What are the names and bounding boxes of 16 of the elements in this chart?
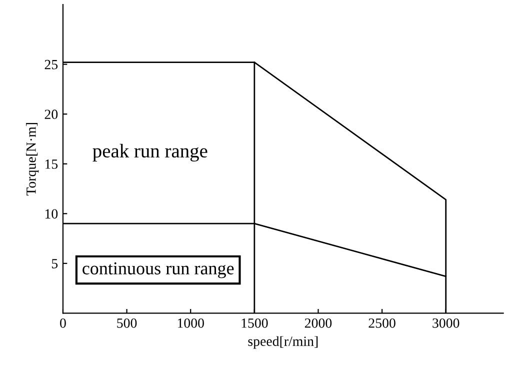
y-tick-label: 20 <box>44 110 58 120</box>
x-tick-label: 0 <box>60 318 66 328</box>
y-axis-title: Torque[N·m] <box>26 122 39 196</box>
annotation: peak run range <box>92 144 208 162</box>
y-tick-label: 15 <box>45 160 58 169</box>
x-tick-label: 1000 <box>178 318 204 328</box>
x-axis-title: speed[r/min] <box>248 336 318 349</box>
y-tick-label: 5 <box>52 259 58 268</box>
x-tick-label: 1500 <box>242 318 268 328</box>
x-tick-label: 2500 <box>368 318 396 328</box>
x-tick-label: 3000 <box>432 318 460 328</box>
x-tick-label: 2000 <box>304 318 332 328</box>
y-tick-label: 25 <box>44 60 58 70</box>
annotation: continuous run range <box>82 262 234 278</box>
y-tick-label: 10 <box>45 209 58 219</box>
x-tick-label: 500 <box>117 318 137 328</box>
